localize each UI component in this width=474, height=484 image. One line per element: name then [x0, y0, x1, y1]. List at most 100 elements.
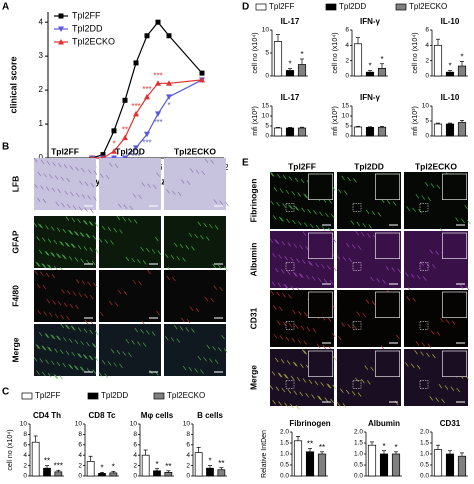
texture: [283, 373, 288, 379]
texture: [65, 216, 70, 221]
bar: [273, 127, 283, 137]
texture: [294, 272, 298, 277]
texture: [277, 282, 282, 288]
significance: *: [112, 462, 115, 471]
texture: [288, 176, 293, 181]
texture: [291, 190, 296, 196]
texture: [429, 249, 434, 254]
bar: [109, 472, 118, 477]
micrograph: [99, 270, 161, 322]
legend-label: Tpl2ECKO: [167, 391, 205, 400]
texture: [141, 182, 146, 187]
texture: [410, 273, 415, 279]
marker: [155, 19, 161, 25]
texture: [282, 321, 287, 327]
texture: [108, 162, 113, 167]
texture: [331, 214, 335, 219]
bar: [353, 43, 363, 77]
texture: [51, 334, 56, 340]
texture: [75, 192, 80, 198]
texture: [66, 203, 71, 209]
texture: [278, 254, 282, 259]
texture: [46, 160, 51, 166]
texture: [467, 219, 471, 225]
texture: [300, 325, 305, 331]
texture: [345, 389, 350, 395]
y-tick-label: 5: [425, 118, 429, 125]
texture: [73, 365, 78, 370]
significance: *: [155, 460, 158, 469]
texture: [204, 296, 209, 302]
roi: [352, 321, 362, 330]
texture: [75, 365, 79, 371]
texture: [73, 230, 78, 236]
texture: [78, 353, 83, 359]
texture: [270, 290, 274, 295]
texture: [41, 263, 45, 268]
texture: [79, 180, 83, 186]
y-tick-label: 4: [78, 452, 82, 459]
texture: [415, 194, 420, 199]
roi: [419, 203, 429, 212]
bar: [317, 453, 327, 477]
texture: [47, 346, 51, 352]
significance: *: [394, 443, 397, 452]
texture: [276, 320, 281, 325]
y-axis-label: mfi (x10³): [252, 106, 259, 136]
texture: [337, 335, 342, 341]
y-tick-label: 10: [422, 103, 430, 110]
texture: [347, 176, 351, 182]
texture: [436, 331, 441, 336]
texture: [329, 280, 334, 285]
texture: [53, 239, 58, 245]
texture: [385, 265, 390, 271]
texture: [38, 331, 43, 337]
texture: [272, 305, 277, 310]
marker: [111, 148, 117, 154]
texture: [289, 205, 294, 210]
texture: [140, 246, 144, 252]
texture: [59, 375, 63, 380]
texture: [218, 347, 222, 352]
texture: [305, 274, 310, 280]
texture: [80, 340, 84, 346]
texture: [365, 299, 370, 304]
inset: [375, 232, 401, 259]
texture: [315, 224, 320, 230]
texture: [204, 158, 209, 163]
row-label: GFAP: [10, 230, 20, 253]
texture: [274, 239, 278, 244]
texture: [63, 164, 68, 169]
bar: [367, 444, 377, 477]
texture: [315, 262, 319, 268]
texture: [319, 211, 323, 216]
y-tick-label: 0: [186, 473, 190, 480]
texture: [305, 392, 309, 398]
texture: [84, 293, 88, 299]
significance: ***: [153, 118, 162, 127]
y-axis-label: cell no (x10⁴): [252, 32, 259, 73]
y-tick-label: 1.0: [354, 451, 363, 458]
texture: [392, 201, 397, 206]
marker: [155, 80, 161, 86]
texture: [313, 210, 317, 215]
texture: [57, 163, 62, 168]
texture: [214, 359, 219, 364]
roi: [352, 203, 362, 212]
texture: [396, 334, 400, 340]
texture: [277, 372, 282, 377]
significance: ***: [131, 152, 140, 161]
texture: [290, 285, 295, 291]
texture: [108, 300, 113, 306]
texture: [65, 350, 70, 356]
bar: [377, 126, 387, 137]
texture: [113, 228, 118, 233]
bar: [353, 126, 363, 137]
texture: [99, 173, 104, 179]
texture: [60, 314, 65, 320]
y-tick-label: 6: [425, 27, 429, 34]
y-tick-label: 0: [425, 73, 429, 80]
texture: [132, 279, 137, 285]
texture: [38, 223, 42, 228]
texture: [269, 171, 274, 177]
